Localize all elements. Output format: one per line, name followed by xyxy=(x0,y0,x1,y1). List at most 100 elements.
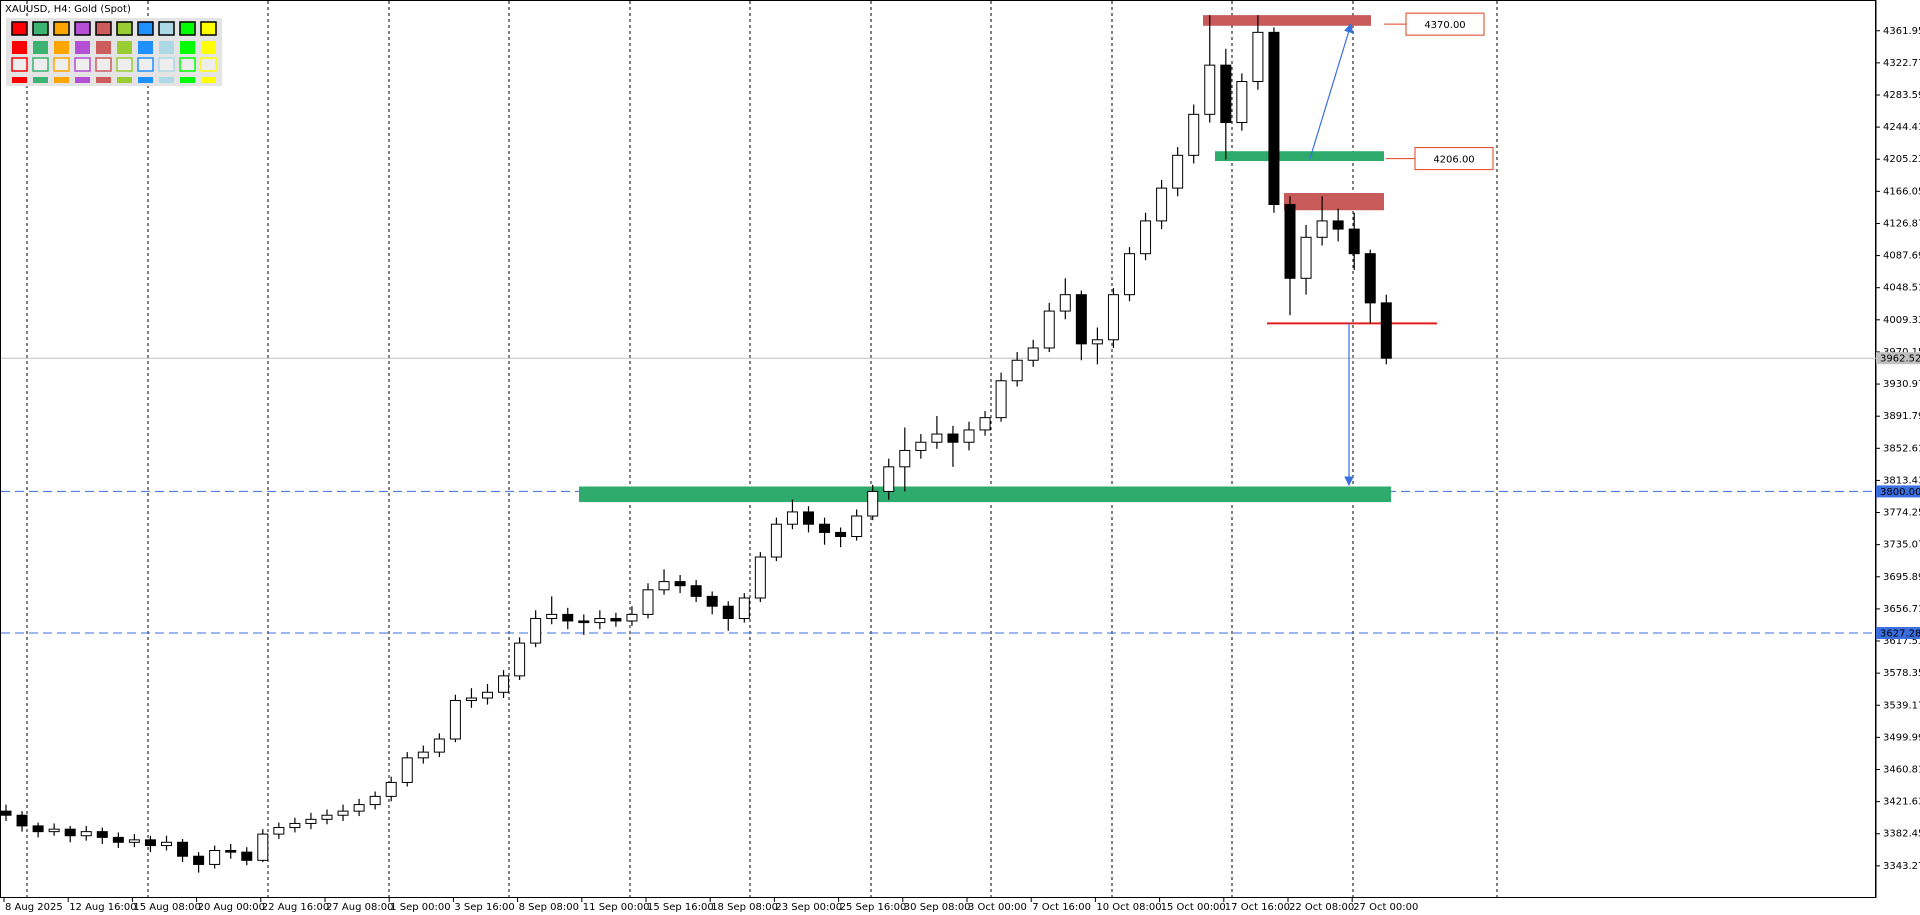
palette-swatch xyxy=(201,77,216,83)
candle-body xyxy=(273,827,285,835)
candle-body xyxy=(1140,220,1152,255)
x-tick-label: 3 Oct 00:00 xyxy=(968,902,1027,913)
candle-body xyxy=(835,531,847,538)
candle-body xyxy=(1091,339,1103,345)
candle-body xyxy=(417,751,429,759)
candle-body xyxy=(979,417,991,431)
x-tick-label: 18 Sep 08:00 xyxy=(711,902,778,913)
candle-body xyxy=(1268,31,1280,206)
palette-swatch xyxy=(74,21,91,36)
x-tick-label: 27 Oct 00:00 xyxy=(1353,902,1418,913)
candle-body xyxy=(610,617,622,622)
candle-body xyxy=(578,620,590,624)
palette-swatch xyxy=(117,41,132,54)
palette-swatch xyxy=(53,21,70,36)
palette-swatch xyxy=(96,41,111,54)
candle-body xyxy=(642,589,654,615)
y-tick-label: 3343.27 xyxy=(1883,861,1920,872)
candle-body xyxy=(1380,302,1392,359)
palette-swatch xyxy=(137,57,154,72)
palette-swatch xyxy=(53,57,70,72)
candle-body xyxy=(128,839,140,843)
x-tick-label: 25 Sep 16:00 xyxy=(840,902,907,913)
color-palette xyxy=(6,18,222,86)
y-tick-label: 3735.07 xyxy=(1883,540,1920,551)
candle-body xyxy=(562,613,574,622)
candle-body xyxy=(594,617,606,624)
x-tick-label: 15 Oct 00:00 xyxy=(1161,902,1226,913)
candle-body xyxy=(546,613,558,619)
current-price-label: 3962.52 xyxy=(1880,354,1920,365)
y-tick-label: 3578.35 xyxy=(1883,668,1920,679)
candle-body xyxy=(241,851,253,861)
candle-body xyxy=(321,814,333,820)
price-tag xyxy=(1876,627,1920,640)
palette-swatch xyxy=(138,41,153,54)
palette-swatch xyxy=(32,21,49,36)
candle-body xyxy=(1204,64,1216,115)
candle-body xyxy=(1332,220,1344,230)
candle-body xyxy=(1300,236,1312,279)
y-tick-label: 3774.25 xyxy=(1883,508,1920,519)
candle-body xyxy=(1252,31,1264,83)
candle-body xyxy=(1059,294,1071,312)
zone xyxy=(1203,15,1371,26)
palette-swatch xyxy=(158,57,175,72)
candle-body xyxy=(931,433,943,443)
candle-body xyxy=(1220,64,1232,124)
palette-swatch xyxy=(33,77,48,83)
palette-swatch xyxy=(75,77,90,83)
y-tick-label: 3813.43 xyxy=(1883,475,1920,486)
palette-swatch xyxy=(159,41,174,54)
y-tick-label: 3460.81 xyxy=(1883,764,1920,775)
x-tick-label: 7 Oct 16:00 xyxy=(1032,902,1091,913)
x-tick-label: 15 Sep 16:00 xyxy=(647,902,714,913)
palette-swatch xyxy=(95,21,112,36)
price-label: 4370.00 xyxy=(1424,20,1465,31)
palette-swatch xyxy=(116,21,133,36)
y-tick-label: 4361.95 xyxy=(1883,26,1920,37)
candle-body xyxy=(803,511,814,525)
zone xyxy=(579,486,1391,503)
label-box xyxy=(1414,147,1494,171)
candle-body xyxy=(401,757,413,783)
y-tick-label: 3852.61 xyxy=(1883,443,1920,454)
candle-body xyxy=(1011,359,1023,382)
palette-swatch xyxy=(33,41,48,54)
palette-swatch xyxy=(200,21,217,36)
candle-body xyxy=(1043,310,1055,349)
candle-body xyxy=(289,822,301,829)
candle-body xyxy=(16,814,28,827)
candle-body xyxy=(883,466,895,492)
candle-body xyxy=(225,849,237,853)
zone xyxy=(1215,151,1384,162)
y-tick-label: 3930.97 xyxy=(1883,379,1920,390)
candle-body xyxy=(64,828,76,837)
y-tick-label: 3617.53 xyxy=(1883,636,1920,647)
x-tick-label: 27 Aug 08:00 xyxy=(326,902,393,913)
candle-body xyxy=(722,605,734,619)
candle-body xyxy=(1124,253,1135,296)
candle-body xyxy=(514,642,526,677)
candle-body xyxy=(867,490,879,517)
y-tick-label: 4322.77 xyxy=(1883,58,1920,69)
price-label: 4206.00 xyxy=(1433,155,1474,166)
candle-body xyxy=(1316,220,1328,238)
candle-body xyxy=(209,849,221,865)
palette-swatch xyxy=(12,41,27,54)
candle-body xyxy=(947,433,959,443)
candle-body xyxy=(337,810,349,816)
price-tag-label: 3800.00 xyxy=(1880,487,1920,498)
candle-body xyxy=(385,781,397,797)
candle-body xyxy=(915,441,927,451)
y-tick-label: 4244.41 xyxy=(1883,122,1920,133)
candle-body xyxy=(498,675,510,693)
palette-swatch xyxy=(138,77,153,83)
palette-swatch xyxy=(158,21,175,36)
y-tick-label: 3891.79 xyxy=(1883,411,1920,422)
candle-body xyxy=(96,831,108,838)
y-tick-label: 4009.33 xyxy=(1883,315,1920,326)
palette-swatch xyxy=(179,21,196,36)
price-tag xyxy=(1876,352,1920,365)
